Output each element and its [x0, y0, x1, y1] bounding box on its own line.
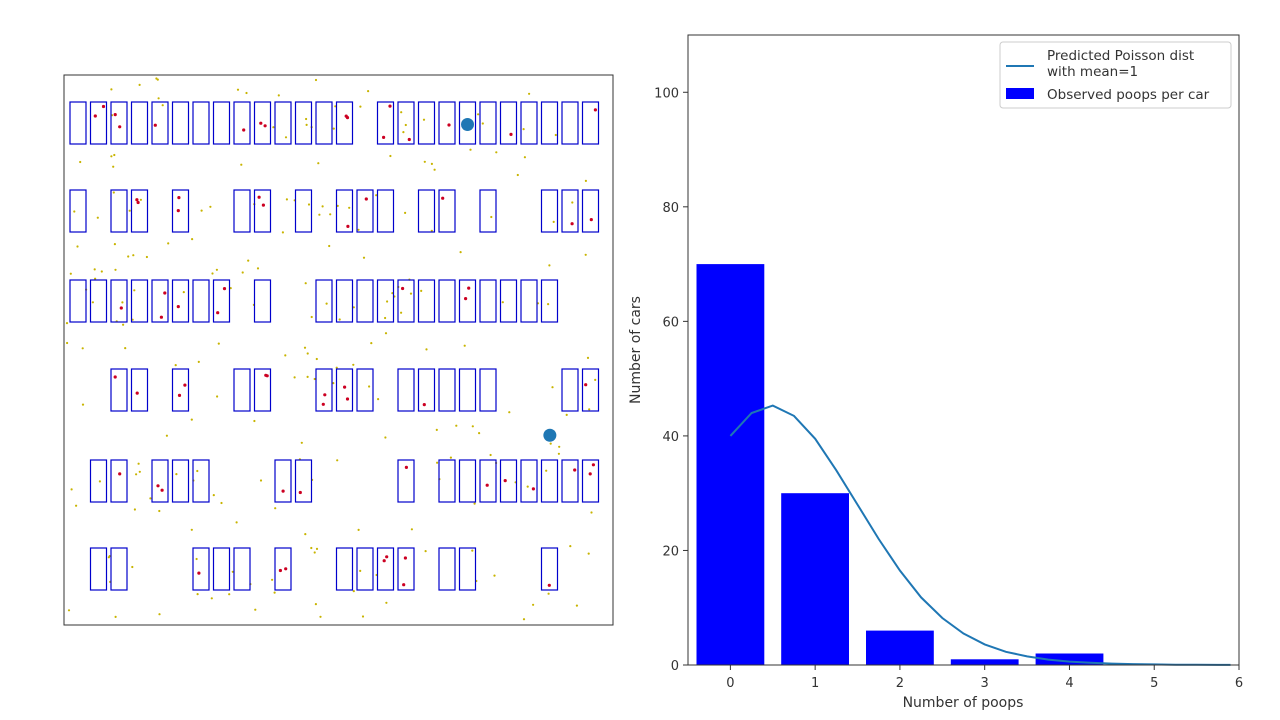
bar-0	[697, 264, 765, 665]
x-tick-label: 2	[896, 676, 904, 691]
x-tick-label: 6	[1235, 676, 1243, 691]
legend-bar-label: Observed poops per car	[1047, 87, 1210, 103]
legend-line-label-2: with mean=1	[1047, 64, 1138, 80]
y-tick-label: 40	[662, 430, 679, 445]
bar-1	[781, 493, 849, 665]
y-tick-label: 100	[654, 86, 679, 101]
x-tick-label: 0	[726, 676, 734, 691]
chart-frame	[688, 35, 1239, 665]
y-tick-label: 0	[671, 659, 679, 674]
legend-bar-swatch	[1006, 88, 1034, 99]
x-tick-label: 1	[811, 676, 819, 691]
y-axis-label: Number of cars	[628, 296, 644, 404]
y-tick-label: 80	[662, 201, 679, 216]
x-tick-label: 4	[1065, 676, 1073, 691]
bar-2	[866, 631, 934, 665]
bar-3	[951, 659, 1019, 665]
y-tick-label: 20	[662, 544, 679, 559]
x-tick-label: 5	[1150, 676, 1158, 691]
x-axis-label: Number of poops	[903, 695, 1024, 711]
legend-line-label-1: Predicted Poisson dist	[1047, 48, 1194, 64]
y-tick-label: 60	[662, 315, 679, 330]
legend: Predicted Poisson dist with mean=1 Obser…	[1000, 42, 1231, 108]
x-tick-label: 3	[981, 676, 989, 691]
